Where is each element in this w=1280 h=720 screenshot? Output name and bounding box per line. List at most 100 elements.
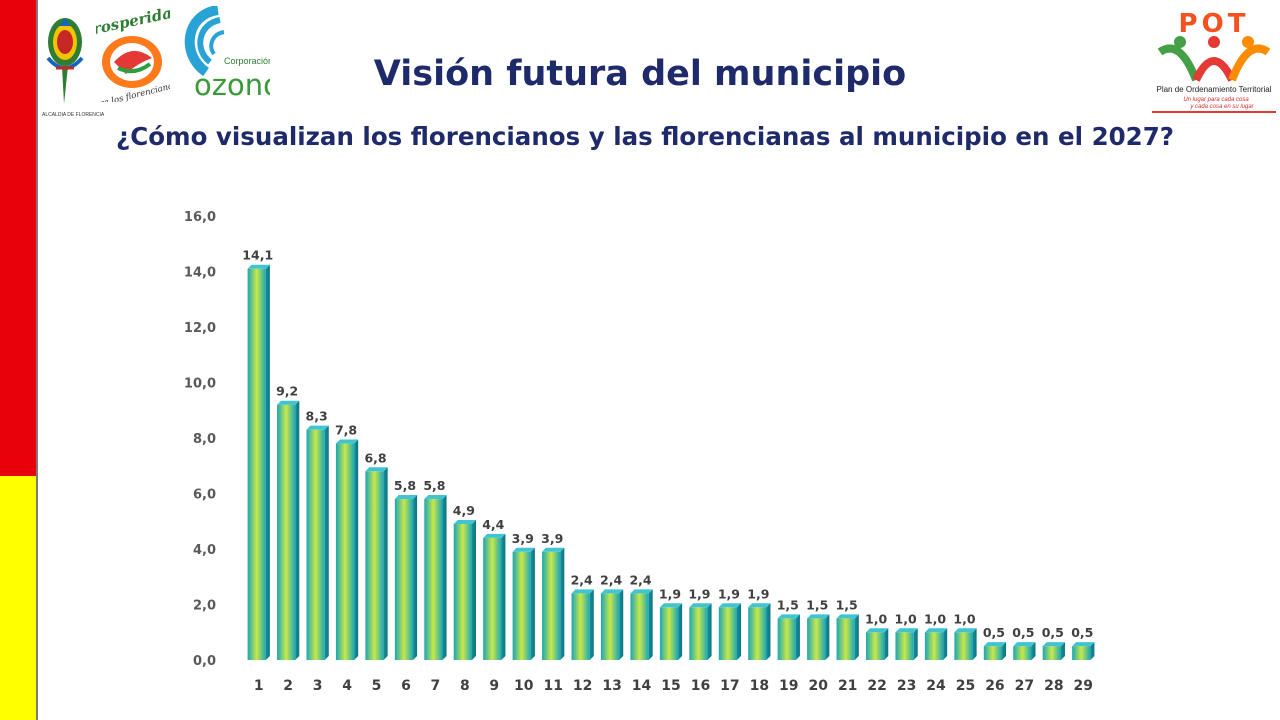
bar <box>542 547 565 660</box>
x-tick-label: 26 <box>985 678 1004 694</box>
bar <box>718 603 742 660</box>
x-tick-label: 3 <box>313 678 323 694</box>
bar-data-label: 14,1 <box>242 248 273 263</box>
bar-data-label: 0,5 <box>1071 625 1093 640</box>
page-subtitle: ¿Cómo visualizan los florencianos y las … <box>116 122 1174 151</box>
bar-data-label: 7,8 <box>335 423 357 438</box>
y-tick-label: 0,0 <box>193 654 216 669</box>
y-tick-label: 10,0 <box>184 377 216 392</box>
ozono-wordmark: ozono <box>194 68 270 98</box>
x-axis-ticks: 1 2 3 4 5 6 7 8 9 10 11 12 13 14 15 16 17 18 19 20 21 22 23 24 2… <box>254 678 1093 694</box>
y-tick-label: 4,0 <box>193 543 216 558</box>
bar <box>895 628 918 660</box>
coat-of-arms-icon <box>46 18 84 104</box>
x-tick-label: 14 <box>632 678 652 694</box>
pot-acronym: POT <box>1179 9 1250 39</box>
bar-data-label: 2,4 <box>629 572 651 587</box>
bar-data-label: 3,9 <box>541 531 563 546</box>
pot-logo: POT Plan de Ordenamiento Territorial Un … <box>1152 8 1276 114</box>
bar-data-label: 6,8 <box>364 450 386 465</box>
bar <box>777 614 800 660</box>
x-tick-label: 20 <box>808 678 828 694</box>
bar <box>807 614 830 660</box>
x-tick-label: 28 <box>1044 678 1063 694</box>
y-tick-label: 2,0 <box>193 599 216 614</box>
bar <box>394 495 418 660</box>
bar-data-label: 0,5 <box>1042 625 1064 640</box>
x-tick-label: 11 <box>543 678 562 694</box>
x-tick-label: 18 <box>750 678 769 694</box>
pot-tagline-1: Un lugar para cada cosa <box>1183 97 1249 103</box>
x-tick-label: 22 <box>867 678 886 694</box>
bar <box>424 495 447 660</box>
bar-data-label: 1,0 <box>895 611 917 626</box>
bar-data-label: 5,8 <box>394 478 416 493</box>
bar <box>630 589 653 660</box>
bar <box>924 628 948 660</box>
bar-data-label: 2,4 <box>600 572 622 587</box>
prosperidad-logo: Prosperidad para los florencianos <box>79 2 184 112</box>
x-tick-label: 5 <box>372 678 382 694</box>
bar <box>335 439 359 660</box>
bar-data-label: 9,2 <box>276 384 298 399</box>
x-tick-label: 23 <box>897 678 916 694</box>
bar <box>453 520 476 660</box>
x-tick-label: 10 <box>514 678 534 694</box>
side-bar-yellow-band <box>0 476 38 720</box>
bar-data-label: 1,0 <box>924 611 946 626</box>
y-tick-label: 16,0 <box>184 210 216 225</box>
bar-data-label: 1,9 <box>718 586 740 601</box>
bar-data-label: 1,9 <box>659 586 681 601</box>
x-tick-label: 13 <box>602 678 621 694</box>
side-bar-red-band <box>0 0 38 476</box>
alcaldia-coat-of-arms-logo: ALCALDIA DE FLORENCIA <box>42 8 104 120</box>
bar <box>748 603 771 660</box>
x-tick-label: 1 <box>254 678 264 694</box>
y-tick-label: 14,0 <box>184 266 216 281</box>
bar-data-label: 1,5 <box>777 597 799 612</box>
x-tick-label: 6 <box>401 678 411 694</box>
bar-data-label: 1,5 <box>806 597 828 612</box>
x-tick-label: 15 <box>661 678 680 694</box>
prosperidad-wordmark: Prosperidad <box>96 6 170 41</box>
x-tick-label: 24 <box>926 678 946 694</box>
bar <box>866 628 889 660</box>
x-tick-label: 17 <box>720 678 739 694</box>
bar <box>689 603 712 660</box>
bar <box>483 533 506 660</box>
x-tick-label: 16 <box>691 678 710 694</box>
bar-chart: 0,0 2,0 4,0 6,0 8,0 10,0 12,0 14,0 16,0 14,1 9,2 8… <box>184 210 1095 694</box>
pot-name: Plan de Ordenamiento Territorial <box>1156 85 1271 94</box>
bar-data-label: 1,9 <box>688 586 710 601</box>
side-bar-edge <box>36 0 38 720</box>
x-tick-label: 9 <box>489 678 499 694</box>
x-tick-label: 4 <box>342 678 352 694</box>
bar <box>836 614 859 660</box>
bar <box>600 589 624 660</box>
bar-data-label: 1,0 <box>953 611 975 626</box>
bar <box>247 264 270 660</box>
bar-data-label: 2,4 <box>571 572 593 587</box>
bar <box>1042 642 1065 660</box>
y-tick-label: 6,0 <box>193 488 216 503</box>
bar <box>1072 642 1095 660</box>
bar <box>306 425 329 660</box>
alcaldia-caption: ALCALDIA DE FLORENCIA <box>42 112 105 118</box>
bar <box>277 400 300 660</box>
side-color-bar <box>0 0 38 720</box>
bar <box>365 467 388 660</box>
bar-data-label: 1,5 <box>836 597 858 612</box>
x-tick-label: 7 <box>431 678 441 694</box>
y-tick-label: 12,0 <box>184 321 216 336</box>
x-tick-label: 2 <box>283 678 293 694</box>
y-axis-ticks: 0,0 2,0 4,0 6,0 8,0 10,0 12,0 14,0 16,0 <box>184 210 216 669</box>
bar-data-label: 5,8 <box>423 478 445 493</box>
bars <box>247 264 1095 660</box>
bar-data-label: 0,5 <box>983 625 1005 640</box>
bar-data-label: 8,3 <box>306 409 328 424</box>
ozono-logo: Corporación ozono <box>178 5 281 102</box>
bar <box>571 589 594 660</box>
x-tick-label: 27 <box>1015 678 1034 694</box>
x-tick-label: 25 <box>956 678 975 694</box>
bar-data-label: 1,9 <box>747 586 769 601</box>
